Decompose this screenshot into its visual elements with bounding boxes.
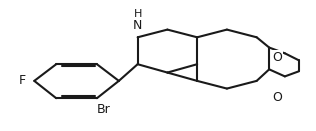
Text: H: H xyxy=(133,9,142,19)
Text: O: O xyxy=(272,51,282,64)
Text: N: N xyxy=(133,19,142,32)
Text: Br: Br xyxy=(97,103,111,116)
Text: F: F xyxy=(19,74,26,87)
Text: O: O xyxy=(272,91,282,104)
